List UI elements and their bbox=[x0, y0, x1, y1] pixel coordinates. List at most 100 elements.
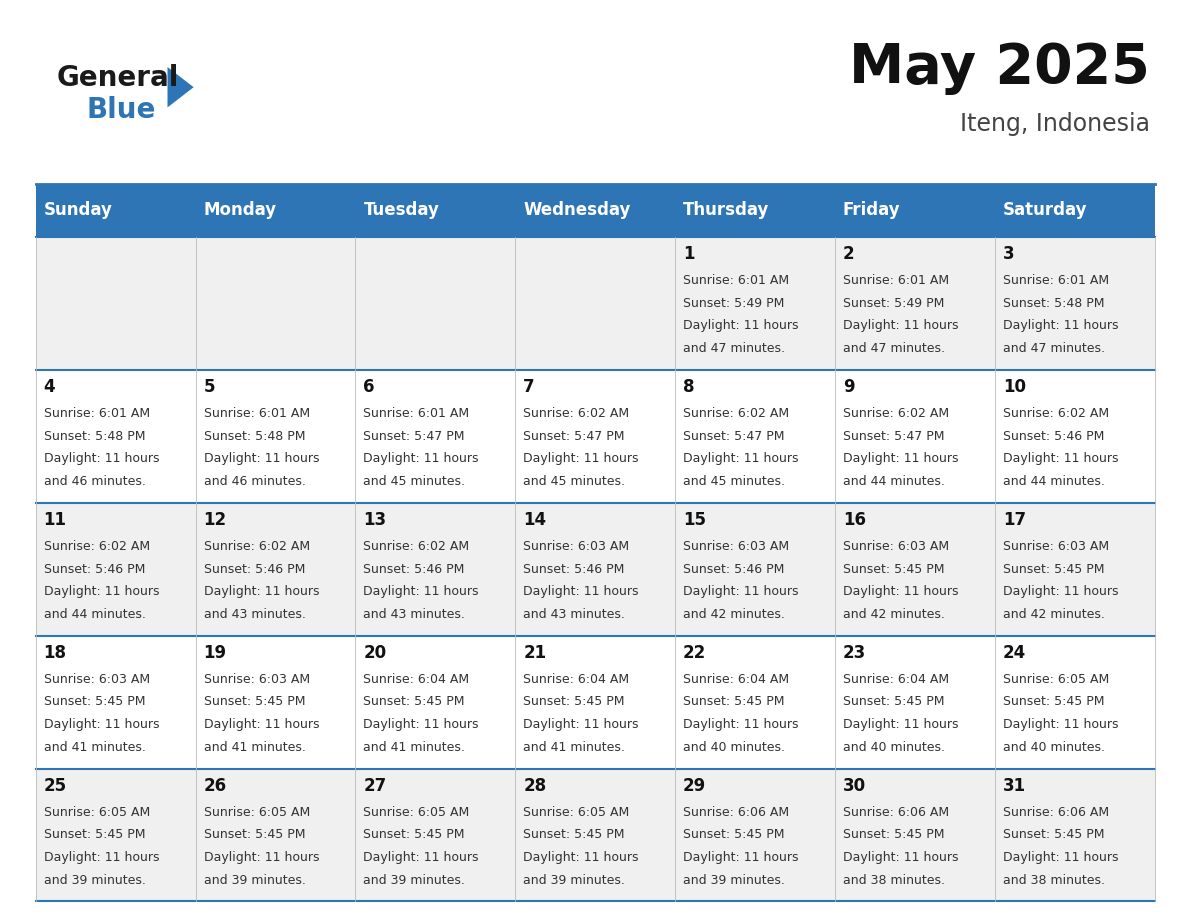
Text: Sunset: 5:48 PM: Sunset: 5:48 PM bbox=[44, 430, 145, 442]
Text: Daylight: 11 hours: Daylight: 11 hours bbox=[843, 319, 959, 332]
Text: and 45 minutes.: and 45 minutes. bbox=[523, 475, 625, 487]
Bar bbox=[355, 370, 516, 503]
Bar bbox=[355, 184, 516, 237]
Bar bbox=[355, 768, 516, 901]
Text: 10: 10 bbox=[1003, 377, 1026, 396]
Text: Sunset: 5:47 PM: Sunset: 5:47 PM bbox=[364, 430, 465, 442]
Text: and 39 minutes.: and 39 minutes. bbox=[683, 874, 785, 887]
Polygon shape bbox=[168, 67, 194, 107]
Text: Sunrise: 6:03 AM: Sunrise: 6:03 AM bbox=[44, 673, 150, 686]
Text: Daylight: 11 hours: Daylight: 11 hours bbox=[1003, 319, 1118, 332]
Bar bbox=[355, 237, 516, 370]
Bar bbox=[675, 237, 835, 370]
Text: and 46 minutes.: and 46 minutes. bbox=[203, 475, 305, 487]
Text: Wednesday: Wednesday bbox=[523, 201, 631, 219]
Text: Daylight: 11 hours: Daylight: 11 hours bbox=[843, 718, 959, 731]
Text: Sunrise: 6:05 AM: Sunrise: 6:05 AM bbox=[364, 806, 469, 819]
Text: and 41 minutes.: and 41 minutes. bbox=[364, 741, 466, 754]
Text: and 39 minutes.: and 39 minutes. bbox=[44, 874, 145, 887]
Text: and 44 minutes.: and 44 minutes. bbox=[843, 475, 944, 487]
Text: Daylight: 11 hours: Daylight: 11 hours bbox=[523, 718, 639, 731]
Text: Sunrise: 6:05 AM: Sunrise: 6:05 AM bbox=[1003, 673, 1110, 686]
Text: 8: 8 bbox=[683, 377, 695, 396]
Text: Sunset: 5:45 PM: Sunset: 5:45 PM bbox=[364, 696, 465, 709]
Text: 11: 11 bbox=[44, 510, 67, 529]
Bar bbox=[835, 503, 994, 635]
Text: Sunset: 5:45 PM: Sunset: 5:45 PM bbox=[1003, 563, 1105, 576]
Text: Sunrise: 6:03 AM: Sunrise: 6:03 AM bbox=[523, 540, 630, 553]
Text: Sunset: 5:46 PM: Sunset: 5:46 PM bbox=[523, 563, 625, 576]
Text: and 44 minutes.: and 44 minutes. bbox=[1003, 475, 1105, 487]
Text: Daylight: 11 hours: Daylight: 11 hours bbox=[683, 319, 798, 332]
Text: and 43 minutes.: and 43 minutes. bbox=[364, 608, 466, 621]
Text: Sunrise: 6:04 AM: Sunrise: 6:04 AM bbox=[843, 673, 949, 686]
Text: Daylight: 11 hours: Daylight: 11 hours bbox=[364, 851, 479, 864]
Bar bbox=[196, 370, 355, 503]
Text: Sunset: 5:46 PM: Sunset: 5:46 PM bbox=[1003, 430, 1104, 442]
Text: Sunset: 5:46 PM: Sunset: 5:46 PM bbox=[364, 563, 465, 576]
Text: Daylight: 11 hours: Daylight: 11 hours bbox=[44, 453, 159, 465]
Text: Sunrise: 6:03 AM: Sunrise: 6:03 AM bbox=[1003, 540, 1108, 553]
Text: Sunset: 5:49 PM: Sunset: 5:49 PM bbox=[683, 297, 784, 309]
Bar bbox=[196, 635, 355, 768]
Text: and 39 minutes.: and 39 minutes. bbox=[523, 874, 625, 887]
Text: Friday: Friday bbox=[843, 201, 901, 219]
Text: and 45 minutes.: and 45 minutes. bbox=[683, 475, 785, 487]
Bar bbox=[516, 237, 675, 370]
Bar bbox=[36, 184, 196, 237]
Text: Tuesday: Tuesday bbox=[364, 201, 440, 219]
Text: Sunset: 5:45 PM: Sunset: 5:45 PM bbox=[44, 696, 145, 709]
Text: 17: 17 bbox=[1003, 510, 1026, 529]
Text: 28: 28 bbox=[523, 777, 546, 794]
Text: and 41 minutes.: and 41 minutes. bbox=[523, 741, 625, 754]
Text: Daylight: 11 hours: Daylight: 11 hours bbox=[523, 851, 639, 864]
Text: Sunrise: 6:05 AM: Sunrise: 6:05 AM bbox=[203, 806, 310, 819]
Text: Iteng, Indonesia: Iteng, Indonesia bbox=[960, 112, 1150, 136]
Text: Sunrise: 6:02 AM: Sunrise: 6:02 AM bbox=[843, 407, 949, 420]
Text: Sunrise: 6:04 AM: Sunrise: 6:04 AM bbox=[523, 673, 630, 686]
Text: Sunset: 5:45 PM: Sunset: 5:45 PM bbox=[523, 828, 625, 842]
Bar bbox=[36, 503, 196, 635]
Bar bbox=[675, 370, 835, 503]
Text: and 47 minutes.: and 47 minutes. bbox=[843, 341, 944, 355]
Text: and 40 minutes.: and 40 minutes. bbox=[1003, 741, 1105, 754]
Text: Sunrise: 6:01 AM: Sunrise: 6:01 AM bbox=[843, 274, 949, 287]
Text: Daylight: 11 hours: Daylight: 11 hours bbox=[364, 453, 479, 465]
Text: Daylight: 11 hours: Daylight: 11 hours bbox=[44, 585, 159, 599]
Text: Monday: Monday bbox=[203, 201, 277, 219]
Text: and 39 minutes.: and 39 minutes. bbox=[364, 874, 466, 887]
Bar bbox=[36, 370, 196, 503]
Bar bbox=[196, 184, 355, 237]
Text: Daylight: 11 hours: Daylight: 11 hours bbox=[1003, 851, 1118, 864]
Bar bbox=[994, 370, 1155, 503]
Bar bbox=[994, 635, 1155, 768]
Bar bbox=[675, 768, 835, 901]
Text: Daylight: 11 hours: Daylight: 11 hours bbox=[203, 851, 320, 864]
Text: Saturday: Saturday bbox=[1003, 201, 1087, 219]
Text: 5: 5 bbox=[203, 377, 215, 396]
Text: 31: 31 bbox=[1003, 777, 1026, 794]
Bar bbox=[36, 237, 196, 370]
Text: and 38 minutes.: and 38 minutes. bbox=[1003, 874, 1105, 887]
Text: and 38 minutes.: and 38 minutes. bbox=[843, 874, 944, 887]
Text: and 42 minutes.: and 42 minutes. bbox=[843, 608, 944, 621]
Text: Sunset: 5:45 PM: Sunset: 5:45 PM bbox=[44, 828, 145, 842]
Text: May 2025: May 2025 bbox=[849, 41, 1150, 95]
Text: and 39 minutes.: and 39 minutes. bbox=[203, 874, 305, 887]
Bar bbox=[355, 503, 516, 635]
Text: Daylight: 11 hours: Daylight: 11 hours bbox=[683, 851, 798, 864]
Text: Sunset: 5:48 PM: Sunset: 5:48 PM bbox=[1003, 297, 1105, 309]
Text: Sunset: 5:45 PM: Sunset: 5:45 PM bbox=[523, 696, 625, 709]
Text: Daylight: 11 hours: Daylight: 11 hours bbox=[1003, 453, 1118, 465]
Text: Sunrise: 6:06 AM: Sunrise: 6:06 AM bbox=[1003, 806, 1108, 819]
Bar bbox=[516, 184, 675, 237]
Text: 19: 19 bbox=[203, 644, 227, 662]
Text: 18: 18 bbox=[44, 644, 67, 662]
Text: and 47 minutes.: and 47 minutes. bbox=[1003, 341, 1105, 355]
Text: 23: 23 bbox=[843, 644, 866, 662]
Text: Daylight: 11 hours: Daylight: 11 hours bbox=[364, 718, 479, 731]
Text: Daylight: 11 hours: Daylight: 11 hours bbox=[683, 453, 798, 465]
Text: 1: 1 bbox=[683, 245, 695, 263]
Bar bbox=[516, 503, 675, 635]
Bar bbox=[196, 237, 355, 370]
